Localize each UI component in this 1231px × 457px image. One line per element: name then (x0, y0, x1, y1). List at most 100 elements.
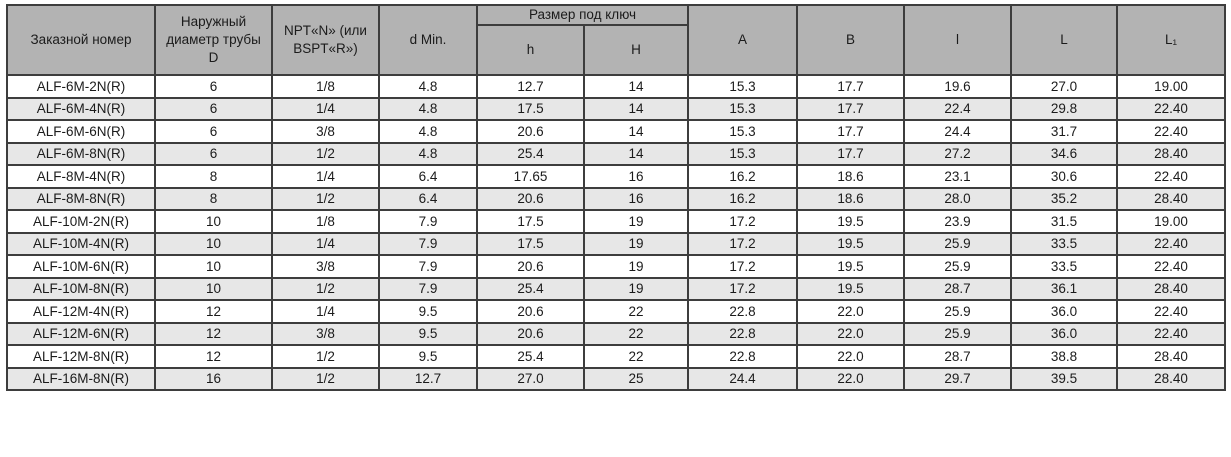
cell-outer_diameter: 12 (154, 321, 273, 347)
header-h-small: h (476, 24, 585, 77)
cell-a: 15.3 (687, 96, 799, 122)
cell-h_capital: 22 (582, 344, 690, 369)
cell-a: 15.3 (687, 141, 799, 167)
cell-order_number: ALF-12M-6N(R) (6, 321, 156, 347)
cell-d_min: 7.9 (378, 231, 478, 257)
table-row: ALF-6M-2N(R) 6 1/8 4.8 12.7 14 15.3 17.7 19.6 27.… (6, 74, 1227, 99)
table-row: ALF-12M-4N(R) 12 1/4 9.5 20.6 22 22.8 22.0 25.9 3… (6, 299, 1227, 324)
fitting-spec-table: Заказной номер Наружный диаметр трубы D … (6, 3, 1227, 392)
cell-b: 19.5 (796, 276, 906, 302)
cell-order_number: ALF-12M-4N(R) (6, 299, 156, 324)
cell-h_capital: 14 (582, 96, 690, 122)
cell-l_sub1: 28.40 (1116, 141, 1227, 167)
cell-npt_bspt: 3/8 (271, 321, 380, 347)
table-row: ALF-6M-6N(R) 6 3/8 4.8 20.6 14 15.3 17.7 24.4 31.… (6, 119, 1227, 144)
cell-order_number: ALF-6M-8N(R) (6, 141, 156, 167)
cell-order_number: ALF-6M-4N(R) (6, 96, 156, 122)
cell-b: 17.7 (796, 141, 906, 167)
cell-b: 17.7 (796, 119, 906, 144)
cell-h_small: 20.6 (476, 186, 585, 212)
header-l-capital: L (1010, 3, 1119, 77)
cell-d_min: 12.7 (378, 366, 478, 392)
cell-h_small: 17.65 (476, 164, 585, 189)
cell-h_capital: 16 (582, 164, 690, 189)
cell-npt_bspt: 1/4 (271, 231, 380, 257)
cell-npt_bspt: 1/4 (271, 96, 380, 122)
cell-l_sub1: 28.40 (1116, 186, 1227, 212)
cell-l_sub1: 22.40 (1116, 299, 1227, 324)
cell-l_small: 25.9 (903, 254, 1013, 279)
cell-l_sub1: 22.40 (1116, 231, 1227, 257)
cell-l_small: 28.7 (903, 276, 1013, 302)
cell-npt_bspt: 1/2 (271, 344, 380, 369)
cell-outer_diameter: 6 (154, 96, 273, 122)
cell-order_number: ALF-16M-8N(R) (6, 366, 156, 392)
cell-outer_diameter: 6 (154, 74, 273, 99)
cell-b: 22.0 (796, 366, 906, 392)
cell-h_small: 17.5 (476, 96, 585, 122)
cell-outer_diameter: 10 (154, 231, 273, 257)
cell-b: 18.6 (796, 164, 906, 189)
table-row: ALF-6M-8N(R) 6 1/2 4.8 25.4 14 15.3 17.7 27.2 34.… (6, 141, 1227, 167)
cell-d_min: 9.5 (378, 344, 478, 369)
cell-l_sub1: 19.00 (1116, 74, 1227, 99)
cell-l_small: 28.7 (903, 344, 1013, 369)
cell-b: 17.7 (796, 74, 906, 99)
header-b: B (796, 3, 906, 77)
cell-l_capital: 39.5 (1010, 366, 1119, 392)
cell-outer_diameter: 6 (154, 141, 273, 167)
cell-l_small: 29.7 (903, 366, 1013, 392)
cell-npt_bspt: 3/8 (271, 119, 380, 144)
table-row: ALF-12M-6N(R) 12 3/8 9.5 20.6 22 22.8 22.0 25.9 3… (6, 321, 1227, 347)
cell-l_capital: 31.5 (1010, 209, 1119, 234)
cell-d_min: 6.4 (378, 186, 478, 212)
cell-outer_diameter: 10 (154, 254, 273, 279)
header-a: A (687, 3, 799, 77)
cell-b: 19.5 (796, 231, 906, 257)
cell-a: 17.2 (687, 231, 799, 257)
cell-npt_bspt: 1/8 (271, 74, 380, 99)
cell-npt_bspt: 1/4 (271, 164, 380, 189)
table-row: ALF-12M-8N(R) 12 1/2 9.5 25.4 22 22.8 22.0 28.7 3… (6, 344, 1227, 369)
cell-outer_diameter: 8 (154, 186, 273, 212)
cell-l_sub1: 22.40 (1116, 96, 1227, 122)
table-row: ALF-8M-4N(R) 8 1/4 6.4 17.65 16 16.2 18.6 23.1 30… (6, 164, 1227, 189)
cell-b: 19.5 (796, 254, 906, 279)
cell-l_small: 24.4 (903, 119, 1013, 144)
cell-a: 22.8 (687, 344, 799, 369)
cell-a: 24.4 (687, 366, 799, 392)
cell-l_sub1: 22.40 (1116, 164, 1227, 189)
cell-h_small: 12.7 (476, 74, 585, 99)
cell-npt_bspt: 1/2 (271, 186, 380, 212)
cell-d_min: 9.5 (378, 299, 478, 324)
cell-d_min: 6.4 (378, 164, 478, 189)
cell-l_capital: 38.8 (1010, 344, 1119, 369)
cell-l_capital: 36.1 (1010, 276, 1119, 302)
cell-d_min: 4.8 (378, 96, 478, 122)
cell-outer_diameter: 6 (154, 119, 273, 144)
cell-l_small: 22.4 (903, 96, 1013, 122)
header-npt-bspt: NPT«N» (или BSPT«R») (271, 3, 380, 77)
cell-h_small: 20.6 (476, 299, 585, 324)
header-l-small: l (903, 3, 1013, 77)
table-row: ALF-10M-4N(R) 10 1/4 7.9 17.5 19 17.2 19.5 25.9 3… (6, 231, 1227, 257)
cell-outer_diameter: 8 (154, 164, 273, 189)
header-outer-diameter: Наружный диаметр трубы D (154, 3, 273, 77)
cell-h_small: 20.6 (476, 119, 585, 144)
cell-npt_bspt: 1/2 (271, 366, 380, 392)
cell-h_capital: 14 (582, 74, 690, 99)
cell-order_number: ALF-8M-8N(R) (6, 186, 156, 212)
cell-h_small: 25.4 (476, 276, 585, 302)
cell-a: 22.8 (687, 299, 799, 324)
cell-l_capital: 30.6 (1010, 164, 1119, 189)
cell-h_capital: 19 (582, 276, 690, 302)
cell-l_small: 25.9 (903, 231, 1013, 257)
cell-h_capital: 19 (582, 231, 690, 257)
cell-a: 17.2 (687, 254, 799, 279)
cell-a: 15.3 (687, 119, 799, 144)
cell-h_small: 25.4 (476, 141, 585, 167)
cell-l_sub1: 28.40 (1116, 344, 1227, 369)
cell-h_capital: 22 (582, 321, 690, 347)
cell-order_number: ALF-10M-2N(R) (6, 209, 156, 234)
